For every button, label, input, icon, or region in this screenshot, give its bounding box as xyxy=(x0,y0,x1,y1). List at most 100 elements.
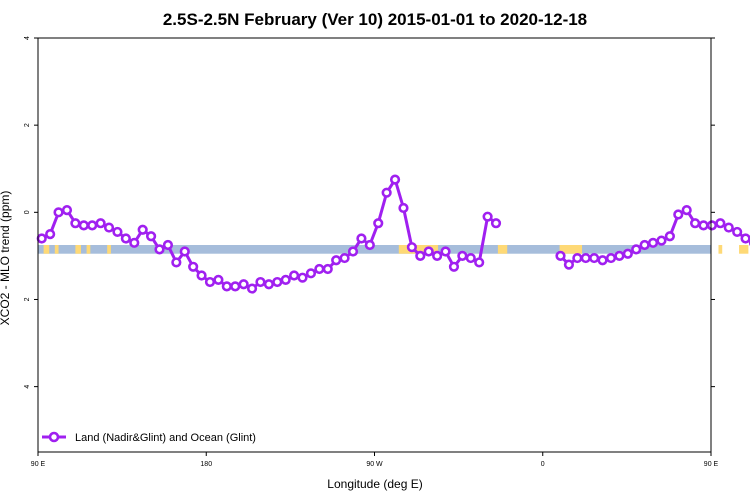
data-point xyxy=(146,231,157,242)
legend-marker xyxy=(48,431,60,443)
data-point xyxy=(664,231,675,242)
data-point xyxy=(732,226,743,238)
data-point xyxy=(631,244,642,255)
ocean-band xyxy=(38,245,711,254)
data-point xyxy=(706,220,718,231)
data-point xyxy=(272,276,283,288)
data-point xyxy=(398,202,409,214)
data-point xyxy=(36,233,47,244)
y-tick-label: 2 xyxy=(24,123,31,127)
data-point xyxy=(95,218,106,229)
data-point xyxy=(314,263,325,275)
data-point xyxy=(331,255,342,266)
data-point xyxy=(432,250,443,261)
data-point xyxy=(605,252,617,264)
x-tick-label: 90 W xyxy=(366,461,383,468)
series-layer xyxy=(36,174,750,294)
data-point xyxy=(622,248,633,259)
data-point xyxy=(171,257,182,268)
data-point xyxy=(87,220,98,231)
land-segment xyxy=(86,245,91,254)
data-point xyxy=(440,246,451,257)
data-point xyxy=(373,218,384,229)
data-point xyxy=(690,218,701,229)
x-tick-label: 90 E xyxy=(704,461,719,468)
data-point xyxy=(572,252,583,264)
data-point xyxy=(723,222,734,233)
data-point xyxy=(238,279,249,290)
data-point xyxy=(230,281,241,292)
chart-title: 2.5S-2.5N February (Ver 10) 2015-01-01 t… xyxy=(163,10,587,29)
x-axis-label: Longitude (deg E) xyxy=(327,477,422,491)
data-point xyxy=(673,209,684,220)
data-point xyxy=(555,250,566,261)
x-axis: 90 E 180 90 W 0 90 E xyxy=(31,452,719,468)
data-point xyxy=(656,235,667,246)
data-point xyxy=(129,237,140,248)
data-point xyxy=(465,252,476,264)
data-point xyxy=(196,270,207,281)
data-point xyxy=(45,229,56,240)
data-point xyxy=(137,224,148,235)
land-segment xyxy=(718,245,723,254)
data-point xyxy=(162,239,174,251)
data-point xyxy=(457,250,468,261)
data-point xyxy=(347,246,359,257)
data-point xyxy=(213,274,224,285)
data-point xyxy=(715,218,726,229)
land-segment xyxy=(559,245,583,254)
y-tick-label: 0 xyxy=(24,210,31,214)
land-segment xyxy=(54,245,59,254)
data-point xyxy=(61,205,73,216)
y-axis: 4 2 0 2 4 xyxy=(24,36,715,389)
land-segment xyxy=(739,245,749,254)
y-axis-label: XCO2 - MLO trend (ppm) xyxy=(0,191,12,326)
data-point xyxy=(474,257,485,268)
data-point xyxy=(263,279,274,290)
data-point xyxy=(188,261,199,272)
data-point xyxy=(120,233,131,244)
data-point xyxy=(204,276,216,288)
data-point xyxy=(103,222,115,233)
data-point xyxy=(297,272,308,283)
data-point xyxy=(364,239,375,251)
data-point xyxy=(154,244,165,255)
land-segment xyxy=(43,245,50,254)
land-segment xyxy=(398,245,439,254)
data-point xyxy=(698,220,709,231)
data-point xyxy=(589,252,600,264)
data-point xyxy=(179,246,190,257)
data-point xyxy=(305,268,317,279)
land-ocean-band xyxy=(38,245,749,254)
data-point xyxy=(597,255,608,266)
legend-label: Land (Nadir&Glint) and Ocean (Glint) xyxy=(75,432,256,444)
data-point xyxy=(381,187,392,198)
data-point xyxy=(614,250,625,261)
data-point xyxy=(78,220,89,231)
legend: Land (Nadir&Glint) and Ocean (Glint) xyxy=(42,431,256,444)
data-point xyxy=(53,207,64,218)
data-point xyxy=(639,239,650,251)
data-point xyxy=(490,218,502,229)
data-point xyxy=(280,274,291,285)
x-tick-label: 180 xyxy=(200,461,212,468)
land-segment xyxy=(497,245,508,254)
data-point xyxy=(322,263,333,275)
series-line xyxy=(41,178,497,291)
y-tick-label: 4 xyxy=(24,385,31,389)
y-tick-label: 4 xyxy=(24,36,31,40)
data-point xyxy=(406,242,417,253)
data-point xyxy=(339,252,350,264)
data-point xyxy=(289,270,300,281)
data-point xyxy=(580,252,591,264)
data-point xyxy=(246,283,258,294)
data-point xyxy=(448,261,460,272)
data-point xyxy=(681,205,692,216)
data-point xyxy=(415,250,426,261)
land-segment xyxy=(107,245,111,254)
land-segment xyxy=(75,245,81,254)
x-tick-label: 90 E xyxy=(31,461,46,468)
y-tick-label: 2 xyxy=(24,297,31,301)
data-point xyxy=(70,218,81,229)
